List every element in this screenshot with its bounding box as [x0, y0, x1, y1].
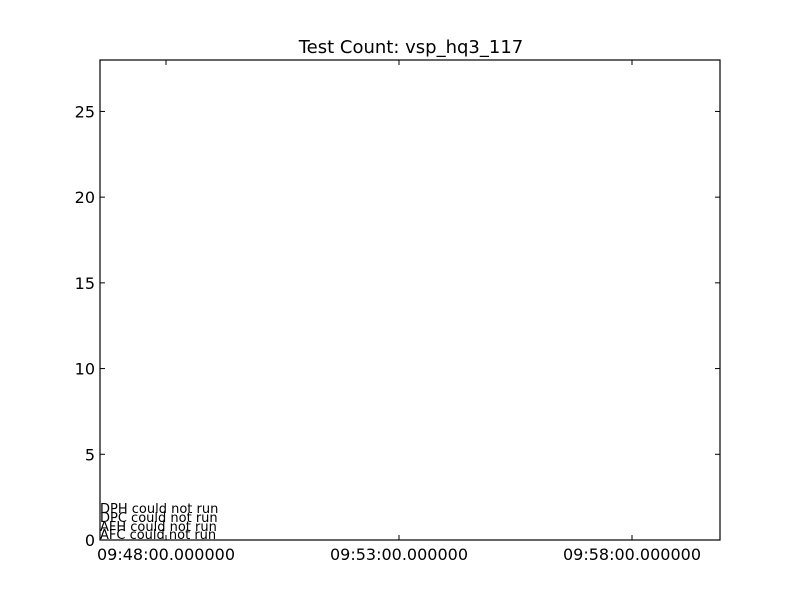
- annotation-afh: AFH could not run: [100, 520, 217, 535]
- chart-title: Test Count: vsp_hq3_117: [298, 37, 524, 58]
- annotation-dpc: DPC could not run: [100, 511, 218, 526]
- y-tick-label-1: 5: [85, 445, 95, 464]
- plot-frame: [99, 59, 721, 541]
- annotation-afc: AFC could not run: [100, 528, 216, 543]
- y-tick-label-3: 15: [75, 274, 95, 293]
- annotation-dph: DPH could not run: [100, 502, 218, 517]
- x-tick-label-0: 09:48:00.000000: [97, 545, 235, 564]
- y-tick-label-5: 25: [75, 102, 95, 121]
- y-axis-ticks: 0 5 10 15 20 25: [75, 102, 720, 550]
- annotations: DPH could not run DPC could not run AFH …: [100, 502, 218, 543]
- x-axis-ticks: 09:48:00.000000 09:53:00.000000 09:58:00.0…: [97, 60, 701, 564]
- x-tick-label-2: 09:58:00.000000: [563, 545, 701, 564]
- x-tick-label-1: 09:53:00.000000: [330, 545, 468, 564]
- y-tick-label-4: 20: [75, 188, 95, 207]
- y-tick-label-0: 0: [85, 531, 95, 550]
- y-tick-label-2: 10: [75, 360, 95, 379]
